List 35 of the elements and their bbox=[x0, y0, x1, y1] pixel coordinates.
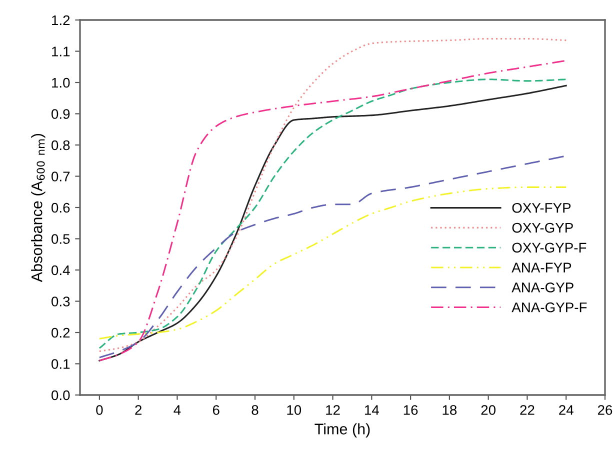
legend-label: ANA-FYP bbox=[512, 262, 572, 272]
y-tick-label: 1.2 bbox=[52, 15, 70, 26]
legend-label: OXY-FYP bbox=[512, 202, 571, 213]
x-tick-label: 8 bbox=[252, 405, 258, 415]
x-tick-label: 22 bbox=[520, 405, 534, 415]
legend-label: OXY-GYP bbox=[512, 222, 573, 233]
x-tick-label: 10 bbox=[287, 405, 302, 415]
y-tick-label: 1.0 bbox=[52, 78, 70, 88]
y-tick-label: 0.5 bbox=[52, 234, 70, 244]
legend-label: ANA-GYP bbox=[512, 282, 574, 292]
x-tick-label: 2 bbox=[135, 405, 142, 415]
y-tick-label: 1.1 bbox=[52, 46, 70, 56]
y-tick-label: 0.2 bbox=[52, 328, 70, 338]
y-tick-label: 0.6 bbox=[52, 202, 70, 213]
x-tick-label: 26 bbox=[598, 405, 612, 415]
legend-label: OXY-GYP-F bbox=[512, 242, 586, 253]
legend-label: ANA-GYP-F bbox=[512, 302, 587, 312]
x-tick-label: 0 bbox=[96, 405, 103, 415]
x-tick-label: 24 bbox=[559, 405, 574, 415]
y-tick-label: 0.0 bbox=[52, 390, 70, 400]
x-tick-label: 16 bbox=[404, 405, 418, 415]
y-tick-label: 0.1 bbox=[52, 359, 70, 369]
x-tick-label: 12 bbox=[326, 405, 340, 415]
x-tick-label: 6 bbox=[212, 405, 220, 415]
y-tick-label: 0.9 bbox=[52, 109, 70, 119]
y-tick-label: 0.3 bbox=[52, 296, 70, 306]
x-tick-label: 14 bbox=[365, 405, 379, 415]
y-tick-label: 0.8 bbox=[52, 140, 70, 150]
x-axis-title: Time (h) bbox=[314, 423, 370, 438]
y-tick-label: 0.4 bbox=[52, 265, 70, 276]
y-axis-title: Absorbance (A$_{600 nm}$) bbox=[31, 134, 46, 282]
x-tick-label: 18 bbox=[442, 405, 457, 415]
x-tick-label: 20 bbox=[481, 405, 496, 415]
x-tick-label: 4 bbox=[174, 405, 181, 415]
y-tick-label: 0.7 bbox=[52, 172, 70, 182]
